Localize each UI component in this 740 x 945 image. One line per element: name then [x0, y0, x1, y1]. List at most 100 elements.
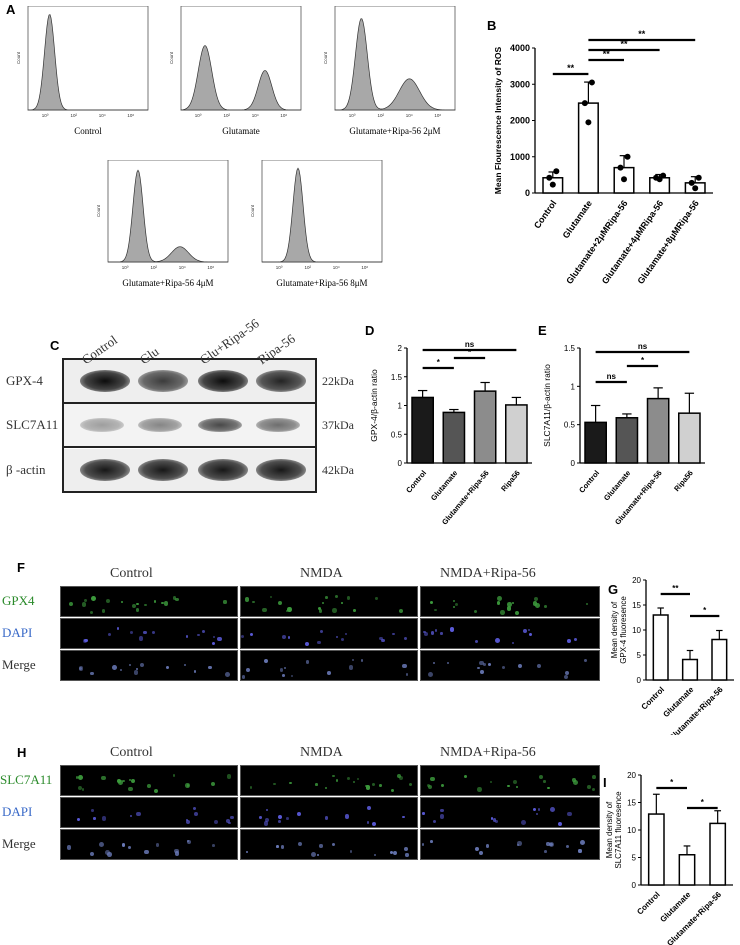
cell-dot: [317, 606, 321, 610]
flow-caption: Glutamate+Ripa-56 8μM: [276, 278, 368, 288]
cell-dot: [184, 664, 187, 667]
cell-dot: [163, 601, 168, 606]
cell-dot: [112, 665, 117, 670]
cell-dot: [185, 634, 189, 638]
data-point: [546, 174, 553, 181]
cell-dot: [424, 631, 429, 636]
bar: [473, 390, 497, 464]
cell-dot: [426, 783, 430, 787]
cell-dot: [479, 660, 484, 665]
bar: [678, 854, 696, 886]
cell-dot: [439, 808, 444, 813]
if-image: [420, 797, 600, 828]
cell-dot: [259, 816, 263, 820]
cell-dot: [375, 597, 378, 600]
cell-dot: [128, 778, 132, 782]
flow-x-tick: 10⁰: [195, 113, 202, 118]
data-point: [617, 164, 624, 171]
flow-x-tick: 10⁴: [99, 113, 106, 118]
panel-label-g: G: [608, 582, 619, 597]
cell-dot: [84, 598, 88, 602]
blot-band: [256, 418, 300, 432]
cell-dot: [479, 851, 484, 856]
cell-dot: [284, 666, 287, 669]
if-row-label: Merge: [2, 657, 36, 672]
cell-dot: [340, 637, 345, 642]
cell-dot: [379, 784, 383, 788]
y-tick-label: 10: [627, 826, 636, 835]
bar: [652, 614, 669, 681]
data-point: [581, 100, 588, 107]
cell-dot: [430, 631, 435, 635]
cell-dot: [496, 601, 501, 605]
y-axis-label: SLC7A11/β-actin ratio: [542, 364, 552, 447]
cell-dot: [155, 843, 160, 847]
flow-x-tick: 10⁰: [42, 113, 49, 118]
category-label: Control: [577, 469, 601, 495]
cell-dot: [482, 663, 486, 666]
cell-dot: [78, 666, 83, 671]
data-point: [624, 153, 631, 160]
blot-band: [80, 418, 124, 432]
category-label: Control: [640, 685, 666, 711]
cell-dot: [332, 775, 335, 778]
blot-band: [256, 370, 306, 392]
cell-dot: [280, 844, 285, 849]
cell-dot: [584, 659, 588, 662]
cell-dot: [491, 817, 494, 820]
cell-dot: [223, 600, 227, 604]
cell-dot: [174, 851, 180, 857]
flow-histogram-curve: [262, 167, 382, 263]
cell-dot: [485, 843, 490, 848]
y-tick-label: 15: [632, 601, 641, 610]
kda-label: 37kDa: [322, 418, 354, 432]
flow-caption: Control: [74, 126, 102, 136]
cell-dot: [566, 639, 571, 643]
y-tick-label: 3000: [510, 79, 530, 89]
cell-dot: [78, 775, 83, 781]
cell-dot: [455, 603, 459, 607]
if-column-header: NMDA: [300, 745, 343, 760]
cell-dot: [507, 602, 513, 607]
cell-dot: [287, 636, 291, 639]
cell-dot: [263, 659, 268, 664]
cell-dot: [118, 780, 123, 785]
y-tick-label: 0: [571, 459, 576, 468]
cell-dot: [278, 815, 283, 820]
cell-dot: [352, 780, 356, 783]
data-point: [621, 176, 627, 183]
cell-dot: [537, 808, 541, 811]
cell-dot: [322, 601, 325, 604]
cell-dot: [89, 852, 94, 857]
cell-dot: [286, 817, 289, 821]
cell-dot: [422, 812, 425, 815]
y-tick-label: 0: [398, 459, 403, 468]
cell-dot: [130, 778, 135, 784]
cell-dot: [138, 635, 144, 641]
bar: [647, 813, 665, 886]
significance-label: *: [703, 606, 707, 615]
significance-label: *: [701, 798, 705, 807]
cell-dot: [398, 608, 403, 613]
cell-dot: [107, 852, 112, 858]
cell-dot: [324, 595, 328, 599]
cell-dot: [282, 635, 286, 640]
cell-dot: [512, 779, 517, 785]
cell-dot: [402, 663, 407, 669]
if-column-header: NMDA: [300, 566, 343, 581]
cell-dot: [350, 850, 353, 853]
flow-x-tick: 10²: [304, 265, 311, 270]
cell-dot: [187, 840, 192, 845]
y-tick-label: 0: [632, 881, 637, 890]
blot-band: [138, 418, 182, 432]
if-image: [420, 586, 600, 617]
if-image: [420, 650, 600, 681]
cell-dot: [496, 596, 502, 602]
cell-dot: [211, 642, 215, 646]
category-label: Control: [532, 198, 559, 230]
cell-dot: [66, 845, 72, 850]
cell-dot: [544, 605, 548, 609]
cell-dot: [538, 774, 544, 780]
cell-dot: [101, 775, 106, 781]
bar: [711, 638, 728, 681]
